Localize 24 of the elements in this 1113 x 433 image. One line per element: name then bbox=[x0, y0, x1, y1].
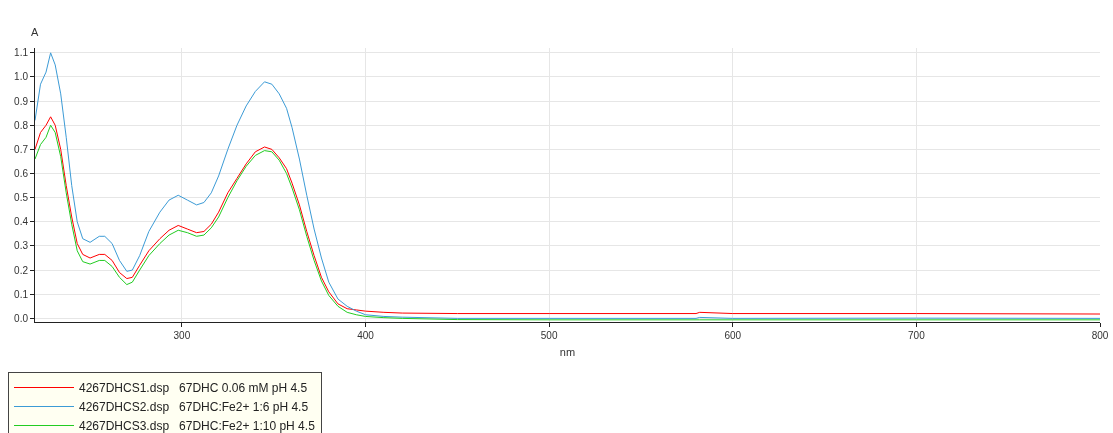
y-tick-label: 0.3 bbox=[14, 240, 29, 252]
line-series bbox=[35, 52, 1100, 319]
legend-label: 4267DHCS2.dsp 67DHC:Fe2+ 1:6 pH 4.5 bbox=[79, 400, 309, 415]
y-tick-label: 0.0 bbox=[14, 312, 29, 324]
x-tick-label: 300 bbox=[173, 330, 191, 341]
x-tick-label: 600 bbox=[724, 330, 742, 341]
y-tick-label: 0.5 bbox=[14, 192, 29, 204]
x-tick-label: 400 bbox=[357, 330, 375, 341]
y-tick-label: 0.6 bbox=[14, 168, 29, 180]
legend-label: 4267DHCS1.dsp 67DHC 0.06 mM pH 4.5 bbox=[79, 381, 308, 396]
y-tick-label: 0.1 bbox=[14, 288, 29, 300]
x-tick-label: 500 bbox=[540, 330, 558, 341]
x-tick-label: 700 bbox=[908, 330, 926, 341]
x-tick-label: 800 bbox=[1091, 330, 1109, 341]
x-axis-title: nm bbox=[559, 346, 576, 359]
y-tick-label: 0.4 bbox=[14, 216, 29, 228]
y-tick-label: 1.1 bbox=[14, 47, 29, 59]
y-tick-label: 0.9 bbox=[14, 95, 29, 107]
legend-label: 4267DHCS3.dsp 67DHC:Fe2+ 1:10 pH 4.5 bbox=[79, 419, 316, 433]
y-axis-title: A bbox=[31, 26, 39, 38]
y-tick-label: 0.7 bbox=[14, 143, 29, 155]
y-tick-label: 0.8 bbox=[14, 119, 29, 131]
y-tick-label: 1.0 bbox=[14, 71, 29, 83]
y-tick-label: 0.2 bbox=[14, 264, 29, 276]
